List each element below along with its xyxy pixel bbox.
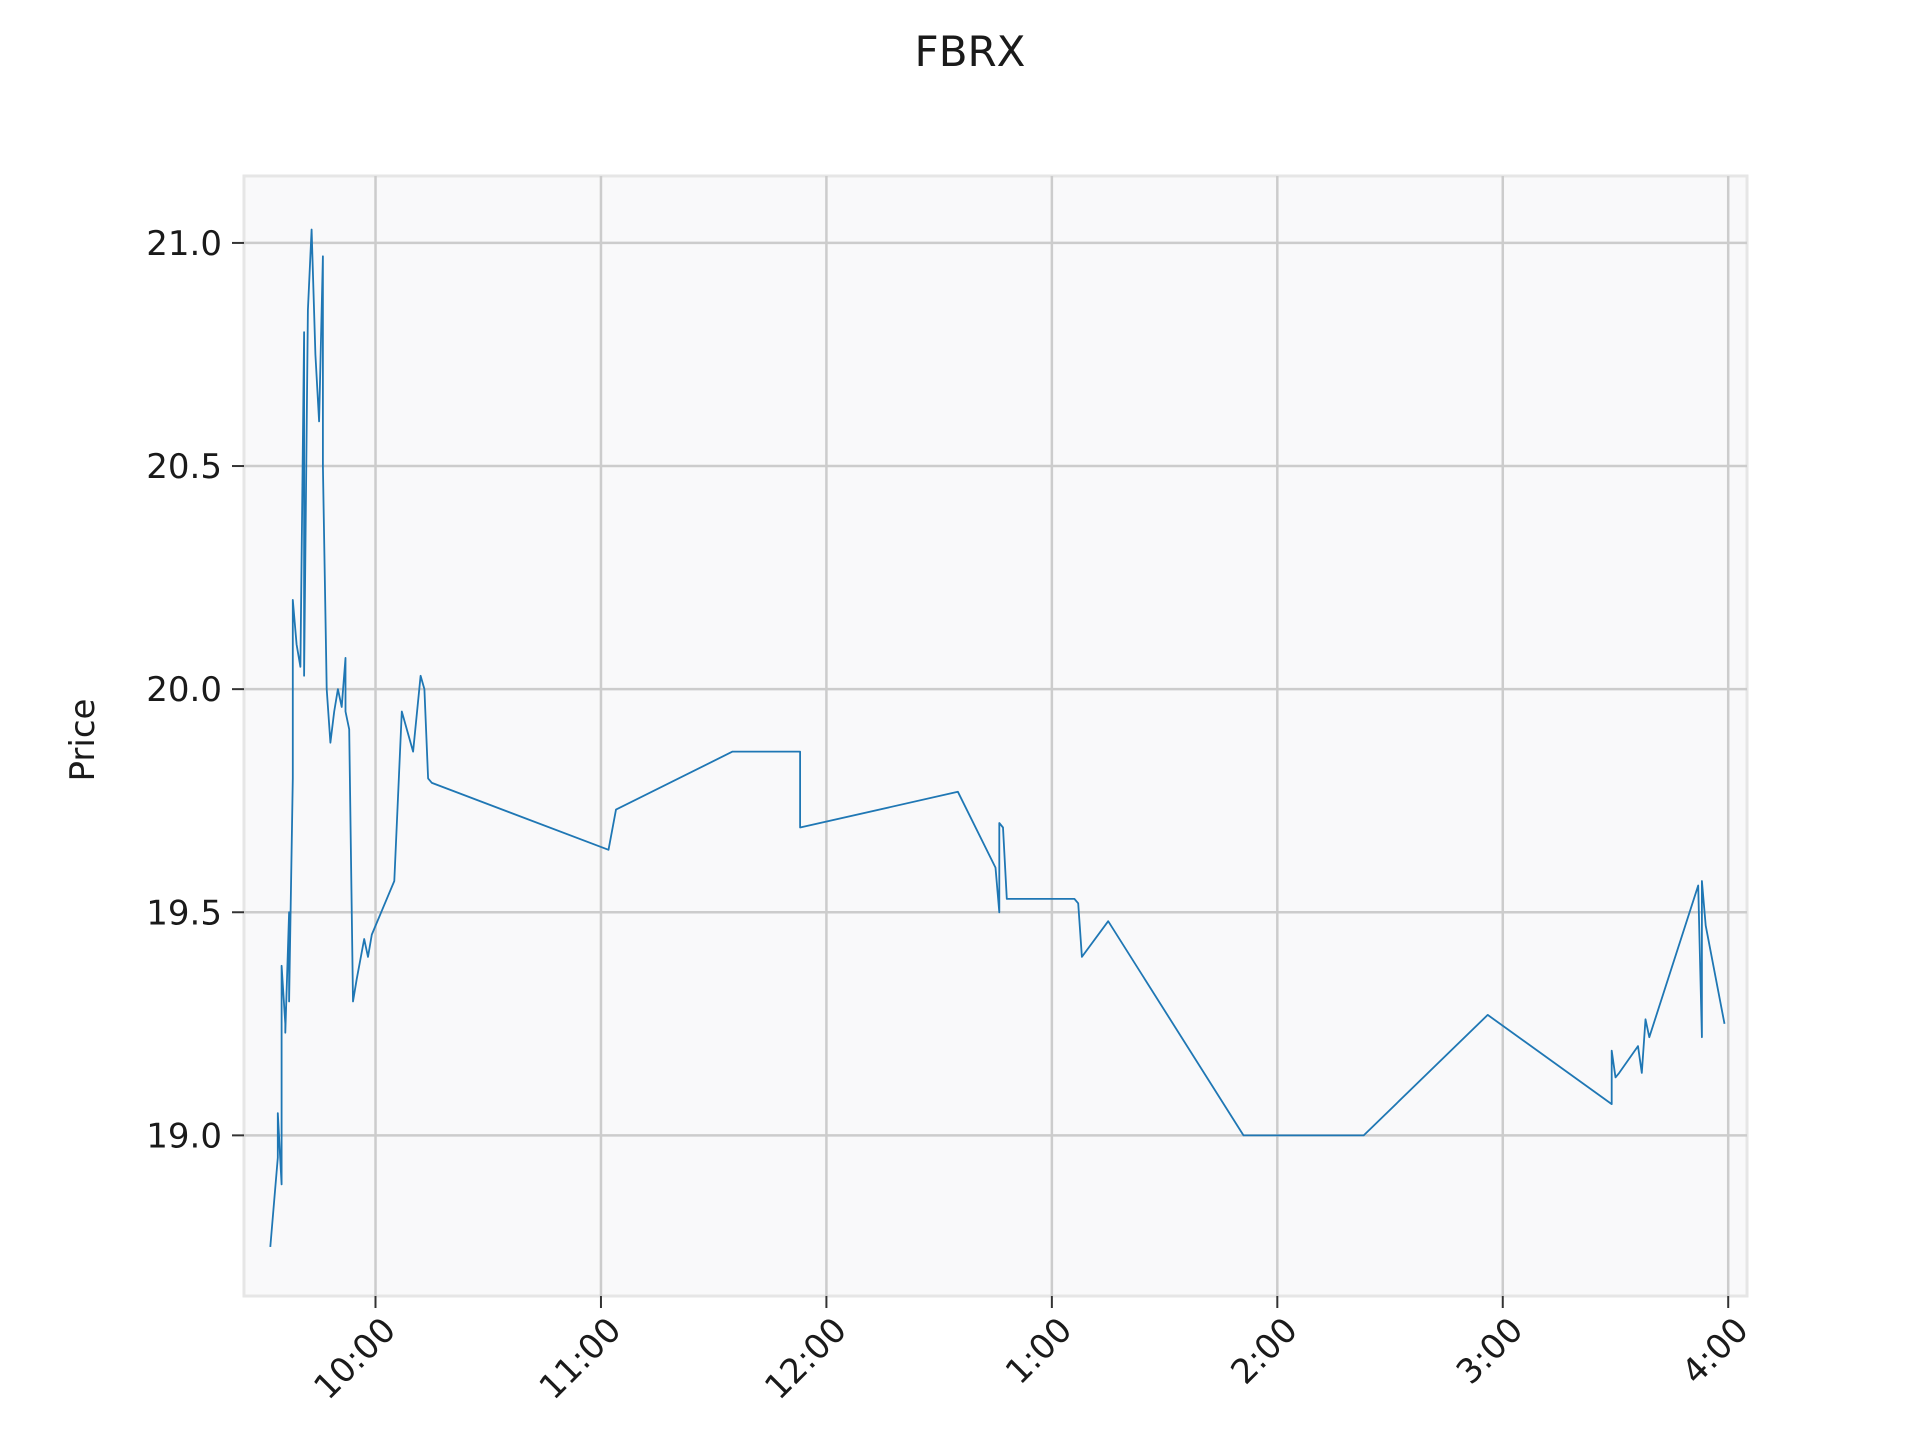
x-tick-label: 2:00 (1223, 1310, 1305, 1392)
x-tick-label: 12:00 (757, 1310, 855, 1408)
chart-title: FBRX (915, 27, 1026, 76)
y-tick-label: 21.0 (146, 224, 222, 264)
y-tick-label: 20.0 (146, 670, 222, 710)
y-tick-label: 19.0 (146, 1116, 222, 1156)
plot-area (242, 174, 1749, 1298)
x-axis-ticks: 10:00 11:00 12:00 1:00 2:00 3:00 4:00 (306, 1296, 1757, 1408)
x-tick-label: 11:00 (532, 1310, 630, 1408)
y-tick-label: 19.5 (146, 893, 222, 933)
price-series-line (269, 228, 1726, 1247)
x-tick-label: 4:00 (1674, 1310, 1756, 1392)
x-tick-label: 3:00 (1449, 1310, 1531, 1392)
x-tick-label: 10:00 (306, 1310, 404, 1408)
series-layer (269, 228, 1726, 1247)
grid-lines (244, 176, 1747, 1296)
y-axis-label: Price (63, 699, 103, 782)
x-tick-label: 1:00 (998, 1310, 1080, 1392)
y-axis-ticks: 19.0 19.5 20.0 20.5 21.0 (146, 224, 244, 1156)
y-tick-label: 20.5 (146, 447, 222, 487)
